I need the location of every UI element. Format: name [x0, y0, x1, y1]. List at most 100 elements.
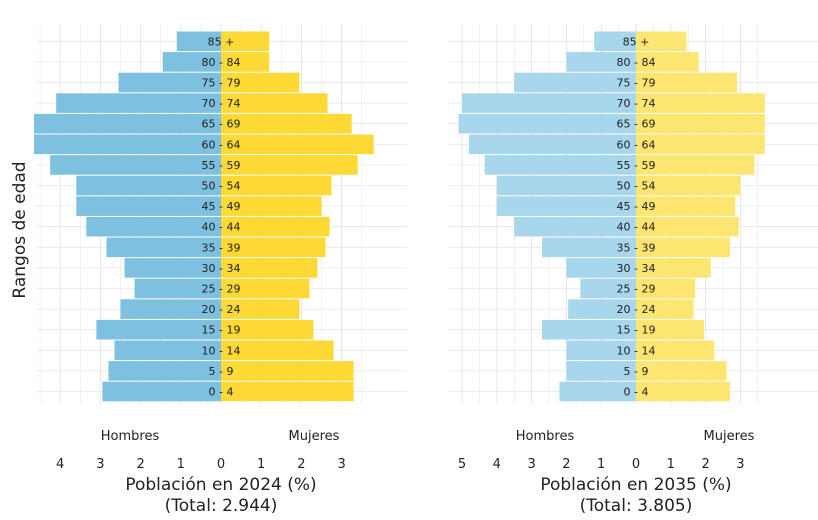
side-label-hombres: Hombres: [101, 429, 160, 444]
bar-hombres-25-29: [580, 278, 636, 299]
bar-mujeres-55-59: [221, 155, 358, 175]
age-group-label: 65 - 69: [617, 118, 656, 131]
bar-mujeres-35-39: [221, 237, 326, 258]
x-tick-label: 2: [136, 457, 144, 472]
age-group-label: 70 - 74: [202, 97, 241, 110]
bar-hombres-40-44: [86, 216, 221, 237]
x-tick-label: 1: [667, 457, 675, 472]
bar-hombres-70-74: [56, 93, 222, 113]
x-tick-label: 1: [257, 457, 265, 472]
bar-hombres-60-64: [468, 134, 636, 155]
age-group-label: 80 - 84: [202, 56, 241, 69]
bar-mujeres-50-54: [636, 175, 741, 196]
age-group-label: 20 - 24: [202, 303, 241, 316]
age-group-label: 65 - 69: [202, 118, 241, 131]
x-tick-label: 5: [458, 457, 466, 472]
bar-mujeres-25-29: [221, 278, 310, 299]
x-tick-label: 1: [177, 457, 185, 472]
x-tick-label: 3: [527, 457, 535, 472]
bar-mujeres-65-69: [221, 113, 352, 134]
x-tick-label: 4: [56, 457, 64, 472]
bar-hombres-50-54: [496, 175, 636, 196]
total-subtitle: (Total: 2.944): [165, 496, 278, 516]
bar-mujeres-80-84: [636, 52, 699, 72]
age-group-label: 80 - 84: [617, 56, 656, 69]
bar-mujeres-30-34: [221, 258, 318, 278]
bar-hombres-40-44: [514, 216, 636, 237]
age-group-label: 75 - 79: [617, 77, 656, 90]
bar-hombres-15-19: [542, 319, 636, 340]
x-tick-label: 2: [562, 457, 570, 472]
side-label-hombres: Hombres: [516, 429, 575, 444]
x-tick-label: 3: [736, 457, 744, 472]
bar-mujeres-20-24: [636, 299, 694, 319]
age-group-label: 75 - 79: [202, 77, 241, 90]
bar-mujeres-15-19: [636, 319, 704, 340]
age-group-label: 40 - 44: [202, 221, 241, 234]
age-group-label: 25 - 29: [202, 283, 241, 296]
age-group-label: 40 - 44: [617, 221, 656, 234]
age-group-label: 85 +: [623, 35, 650, 48]
bar-mujeres-50-54: [221, 175, 332, 196]
bar-hombres-20-24: [568, 299, 636, 319]
bar-mujeres-25-29: [636, 278, 696, 299]
side-label-mujeres: Mujeres: [704, 429, 755, 444]
age-group-label: 70 - 74: [617, 97, 656, 110]
bar-mujeres-0-4: [221, 381, 354, 402]
bar-hombres-70-74: [462, 93, 636, 113]
bar-mujeres-0-4: [636, 381, 730, 402]
bar-hombres-30-34: [566, 258, 636, 278]
bar-hombres-10-14: [114, 340, 221, 361]
bar-hombres-35-39: [542, 237, 636, 258]
bar-mujeres-75-79: [221, 72, 300, 93]
age-group-label: 45 - 49: [202, 200, 241, 213]
age-group-label: 25 - 29: [617, 283, 656, 296]
age-group-label: 20 - 24: [617, 303, 656, 316]
bar-mujeres-80-84: [221, 52, 270, 72]
bar-mujeres-70-74: [636, 93, 765, 113]
bar-hombres-15-19: [96, 319, 221, 340]
x-axis-label: Población en 2035 (%): [540, 475, 731, 495]
age-group-label: 10 - 14: [617, 344, 656, 357]
bar-hombres-0-4: [559, 381, 636, 402]
age-group-label: 55 - 59: [617, 159, 656, 172]
age-group-label: 50 - 54: [617, 180, 656, 193]
bar-hombres-45-49: [496, 196, 636, 216]
age-group-label: 30 - 34: [202, 262, 241, 275]
bar-mujeres-10-14: [636, 340, 715, 361]
bar-mujeres-70-74: [221, 93, 328, 113]
x-tick-label: 2: [701, 457, 709, 472]
age-group-label: 5 - 9: [209, 365, 234, 378]
bar-mujeres-5-9: [636, 361, 727, 381]
bar-hombres-85: [176, 31, 221, 52]
x-tick-label: 1: [597, 457, 605, 472]
bar-mujeres-10-14: [221, 340, 334, 361]
bar-mujeres-15-19: [221, 319, 314, 340]
bar-hombres-65-69: [34, 113, 221, 134]
age-group-label: 60 - 64: [617, 138, 656, 151]
age-group-label: 45 - 49: [617, 200, 656, 213]
bar-mujeres-65-69: [636, 113, 765, 134]
bar-hombres-55-59: [484, 155, 636, 175]
age-group-label: 50 - 54: [202, 180, 241, 193]
age-group-label: 85 +: [208, 35, 235, 48]
total-subtitle: (Total: 3.805): [580, 496, 693, 516]
bar-mujeres-60-64: [221, 134, 374, 155]
bar-mujeres-30-34: [636, 258, 711, 278]
age-group-label: 15 - 19: [617, 324, 656, 337]
age-group-label: 35 - 39: [617, 241, 656, 254]
x-tick-label: 2: [297, 457, 305, 472]
age-group-label: 0 - 4: [624, 386, 649, 399]
age-group-label: 30 - 34: [617, 262, 656, 275]
bar-hombres-35-39: [106, 237, 221, 258]
bar-hombres-60-64: [34, 134, 221, 155]
bar-hombres-80-84: [566, 52, 636, 72]
bar-hombres-45-49: [76, 196, 221, 216]
age-group-label: 55 - 59: [202, 159, 241, 172]
age-group-label: 15 - 19: [202, 324, 241, 337]
age-group-label: 60 - 64: [202, 138, 241, 151]
age-group-label: 35 - 39: [202, 241, 241, 254]
